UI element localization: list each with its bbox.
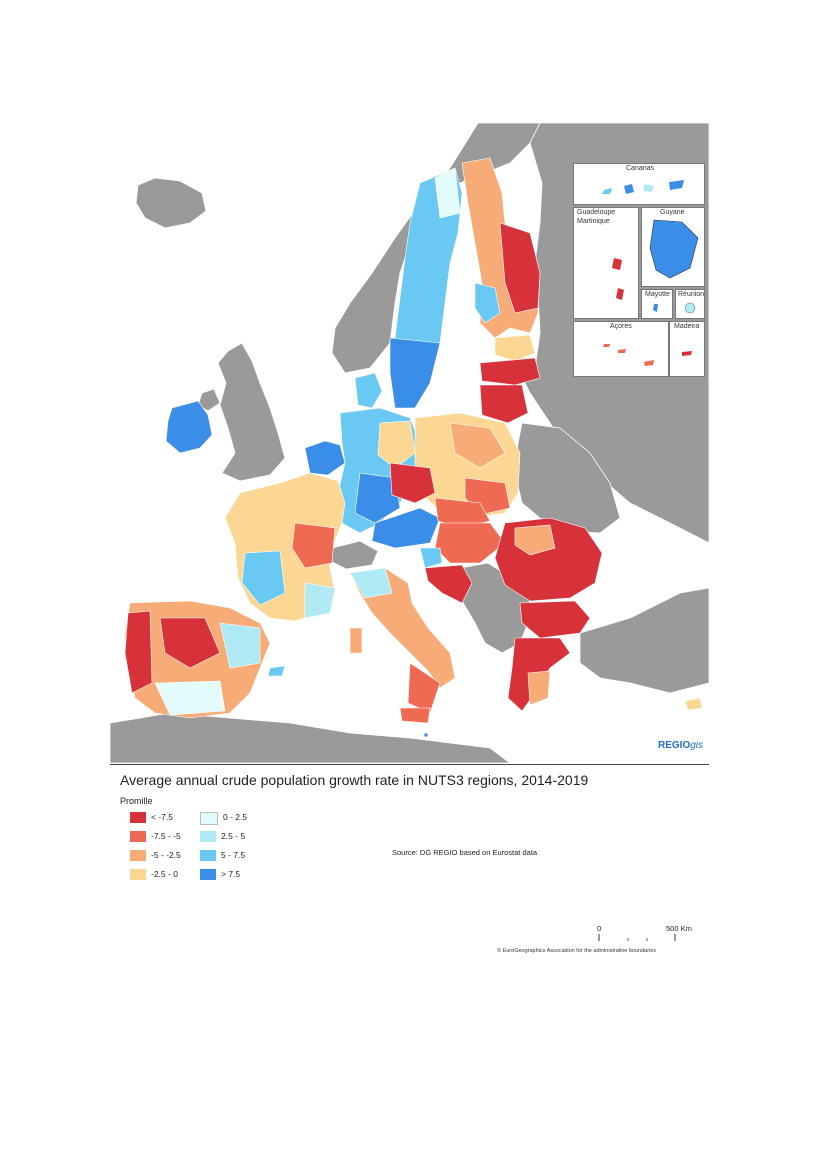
spain-centre-west [159,617,221,669]
legend-item: > 7.5 [200,869,240,880]
inset-reunion: Réunion [675,289,705,319]
italy-north [349,567,393,599]
inset-label-reunion: Réunion [678,291,705,298]
reunion-shapes [684,302,696,314]
map-title: Average annual crude population growth r… [120,772,589,788]
legend-swatch [130,831,146,842]
map-frame: Canarias Guadeloupe Martinique Guyane Ma… [110,123,709,763]
legend-item: < -7.5 [130,812,173,823]
inset-guyane: Guyane [641,207,705,287]
sicily [399,707,431,724]
logo-main: REGIO [658,740,691,751]
austria [371,507,441,549]
legend-item: 0 - 2.5 [200,812,248,825]
legend-swatch [200,869,216,880]
slovenia [419,547,443,569]
inset-antilles: Guadeloupe Martinique [573,207,639,319]
regiogis-logo: REGIOgis [658,740,703,751]
spain-south [154,680,226,716]
title-rule [110,764,709,765]
romania-north [514,524,556,556]
legend-item: -5 - -2.5 [130,850,181,861]
north-africa [110,712,511,763]
inset-label-madeira: Madeira [674,323,700,330]
united-kingdom [217,342,286,482]
france-west [241,550,286,606]
inset-label-acores: Açores [610,323,632,330]
bulgaria [519,600,591,639]
france-south [304,582,336,619]
sweden-north [434,167,461,219]
norway [331,123,541,374]
balearic-islands [267,665,286,677]
legend-label: 2.5 - 5 [221,831,246,841]
italy [349,567,456,689]
inset-madeira: Madeira [669,321,705,377]
cyprus [684,697,703,711]
germany-south [354,472,401,524]
legend-label: < -7.5 [151,812,173,822]
estonia [494,334,536,362]
legend-swatch [130,850,146,861]
inset-canarias: Canarias [573,163,705,205]
legend-swatch [200,850,216,861]
sardinia [349,627,363,654]
antilles-shapes [612,258,624,300]
madeira-shapes [682,351,692,356]
legend-item: -2.5 - 0 [130,869,178,880]
inset-label-guyane: Guyane [660,209,685,216]
france-centre [291,522,336,569]
legend-swatch [200,812,218,825]
poland-north [449,422,506,469]
denmark [354,372,383,409]
legend-item: 5 - 7.5 [200,850,245,861]
turkey [579,587,709,694]
legend-item: -7.5 - -5 [130,831,181,842]
legend-swatch [130,869,146,880]
copyright-note: © EuroGeographics Association for the ad… [497,948,657,954]
legend-label: 0 - 2.5 [223,812,248,822]
latvia [479,357,541,386]
mayotte-shapes [653,304,658,312]
greece-south [527,670,551,706]
legend-title: Promille [120,796,153,806]
logo-suffix: gis [690,740,704,751]
iceland [135,177,207,229]
legend-label: -5 - -2.5 [151,850,181,860]
lithuania [479,384,529,424]
croatia [424,564,473,604]
source-note: Source: DG REGIO based on Eurostat data [392,848,538,857]
finland-south [474,282,501,324]
legend-item: 2.5 - 5 [200,831,245,842]
legend-label: 5 - 7.5 [221,850,246,860]
canarias-shapes [602,180,684,194]
inset-label-canarias: Canarias [626,165,655,172]
scale-label-max: 500 Km [666,924,692,933]
legend-label: -2.5 - 0 [151,869,178,879]
legend-label: -7.5 - -5 [151,831,181,841]
scale-label-zero: 0 [597,924,602,933]
czechia [389,462,436,504]
legend-swatch [200,831,216,842]
inset-label-guadeloupe: Guadeloupe [577,209,616,216]
ireland [165,400,213,454]
guyane-shapes [649,219,699,279]
inset-label-mayotte: Mayotte [645,291,670,298]
italy-south [407,662,441,714]
eu-regions [124,157,703,738]
inset-mayotte: Mayotte [641,289,673,319]
inset-label-martinique: Martinique [577,218,610,225]
legend-swatch [130,812,146,823]
germany-east [377,420,416,469]
inset-acores: Açores [573,321,669,377]
finland-east [499,222,541,314]
spain-east [219,622,261,669]
legend-label: > 7.5 [221,869,241,879]
malta [423,732,429,738]
sweden-south [389,337,441,409]
acores-shapes [603,344,654,366]
portugal [124,610,153,694]
scale-bar [598,934,676,941]
